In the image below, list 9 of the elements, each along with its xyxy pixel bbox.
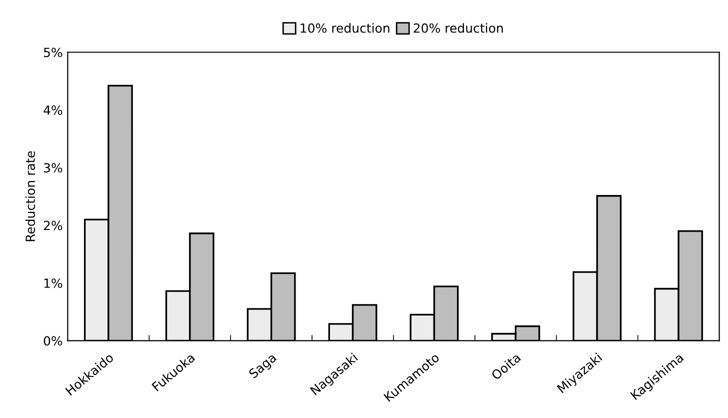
legend-label: 20% reduction (414, 23, 503, 33)
y-tick-label: 3% (44, 163, 62, 173)
y-axis-title: Reduction rate (25, 151, 36, 242)
y-tick-label: 2% (44, 220, 62, 230)
y-tick-label: 1% (44, 278, 62, 288)
y-tick-label: 4% (44, 105, 62, 115)
y-tick-label: 0% (44, 336, 62, 346)
y-tick-label: 5% (44, 48, 62, 58)
legend-label: 10% reduction (300, 23, 390, 33)
